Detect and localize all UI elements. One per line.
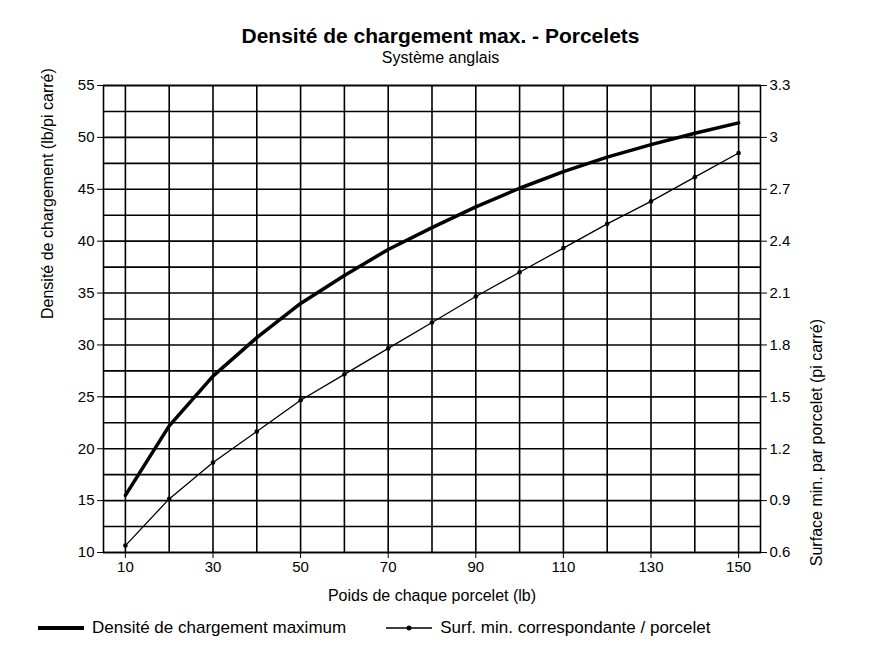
- svg-text:15: 15: [78, 491, 95, 508]
- svg-text:30: 30: [78, 336, 95, 353]
- html-text:Densité de chargement maximum: Densité de chargement maximum: [92, 618, 347, 637]
- html-text:Surf. min. correspondante / po: Surf. min. correspondante / porcelet: [440, 618, 711, 637]
- svg-text:40: 40: [78, 232, 95, 249]
- html-text:Système anglais: Système anglais: [381, 49, 500, 66]
- svg-text:2.4: 2.4: [770, 232, 791, 249]
- svg-text:55: 55: [78, 76, 95, 93]
- html-text:Densité de chargement max. - P: Densité de chargement max. - Porcelets: [241, 24, 640, 47]
- svg-text:10: 10: [78, 543, 95, 560]
- svg-text:110: 110: [551, 558, 575, 575]
- svg-text:10: 10: [117, 558, 134, 575]
- svg-text:130: 130: [638, 558, 663, 575]
- svg-text:3.3: 3.3: [770, 76, 791, 93]
- svg-text:25: 25: [78, 388, 95, 405]
- svg-text:1.5: 1.5: [770, 388, 791, 405]
- svg-text:Densité de chargement (lb/pi c: Densité de chargement (lb/pi carré): [39, 68, 56, 319]
- svg-text:35: 35: [78, 284, 95, 301]
- svg-text:50: 50: [78, 128, 95, 145]
- svg-text:1.2: 1.2: [770, 440, 791, 457]
- svg-text:3: 3: [770, 128, 778, 145]
- svg-text:30: 30: [205, 558, 222, 575]
- svg-text:Poids de chaque porcelet (lb): Poids de chaque porcelet (lb): [328, 587, 536, 604]
- svg-text:0.6: 0.6: [770, 543, 791, 560]
- svg-text:2.7: 2.7: [770, 180, 791, 197]
- svg-text:Surface min. par porcelet (pi: Surface min. par porcelet (pi carré): [808, 319, 825, 566]
- svg-text:45: 45: [78, 180, 95, 197]
- svg-text:150: 150: [726, 558, 751, 575]
- svg-text:50: 50: [292, 558, 309, 575]
- svg-text:2.1: 2.1: [770, 284, 791, 301]
- svg-text:1.8: 1.8: [770, 336, 791, 353]
- svg-text:20: 20: [78, 440, 95, 457]
- svg-text:90: 90: [467, 558, 484, 575]
- svg-text:70: 70: [380, 558, 397, 575]
- svg-text:0.9: 0.9: [770, 491, 791, 508]
